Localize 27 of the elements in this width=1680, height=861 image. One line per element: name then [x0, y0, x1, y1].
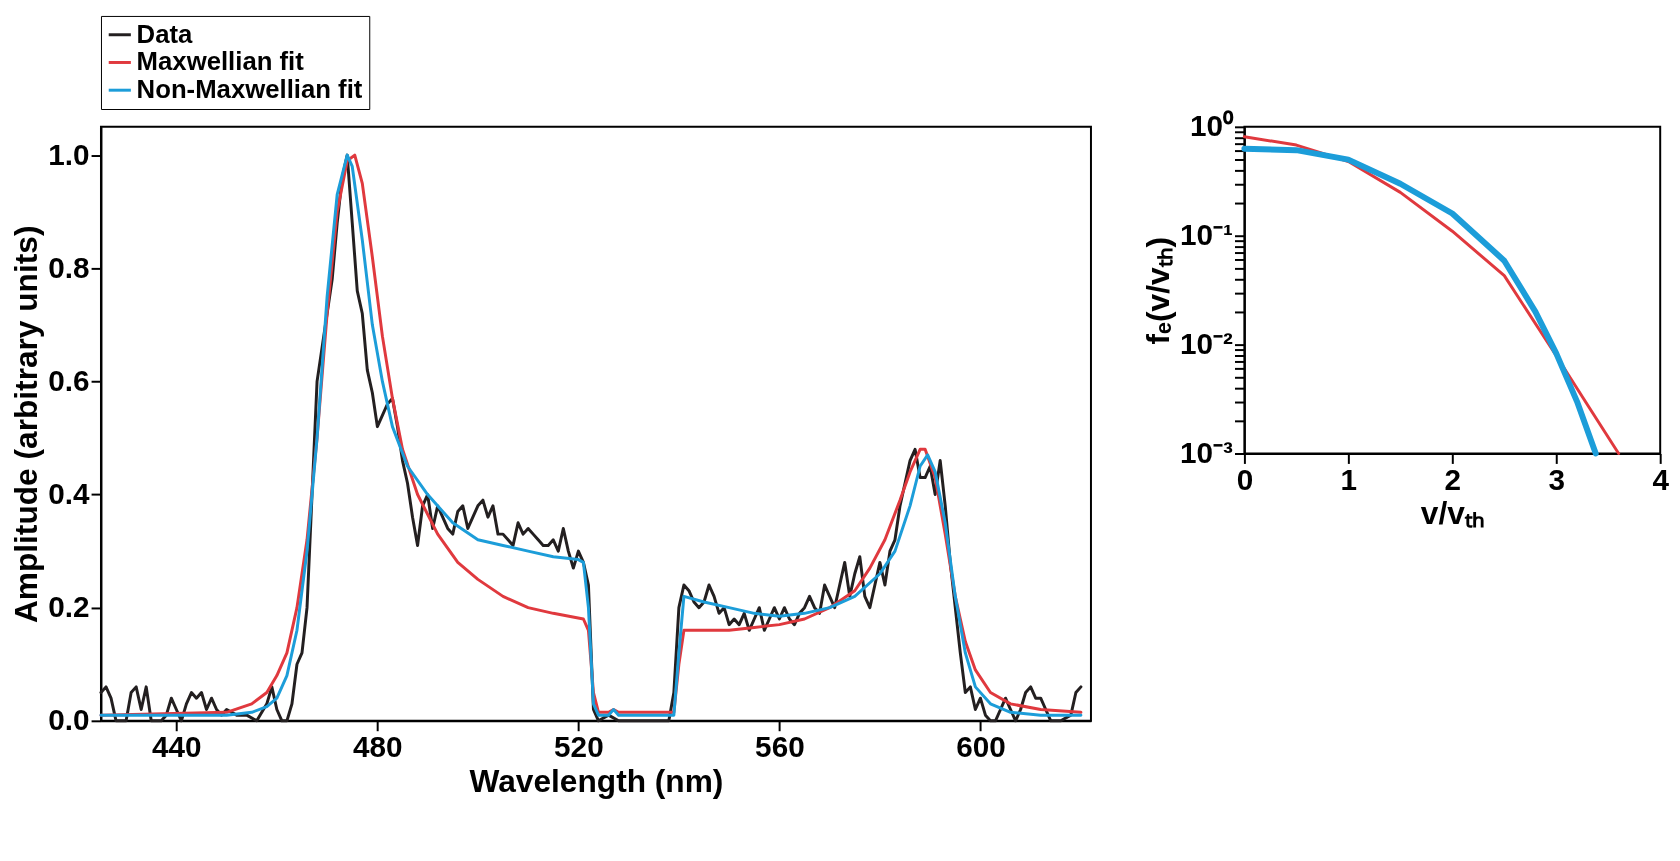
x-tick-label: 560 — [755, 729, 805, 763]
y-tick-label: 10⁻² — [1180, 327, 1234, 361]
x-axis-title: v/vₜₕ — [1420, 495, 1485, 532]
x-tick-label: 520 — [554, 729, 604, 763]
y-tick-label: 0.6 — [48, 363, 90, 397]
x-tick-label: 600 — [956, 729, 1006, 763]
y-tick-label: 10⁻³ — [1180, 435, 1234, 469]
y-tick-label: 10⁻¹ — [1180, 218, 1234, 252]
x-tick-label: 3 — [1548, 462, 1566, 496]
legend-label: Non-Maxwellian fit — [136, 75, 363, 104]
legend-label: Maxwellian fit — [136, 47, 305, 76]
y-axis-title: fₑ(v/vₜₕ) — [1140, 236, 1177, 345]
y-tick-label: 0.8 — [48, 250, 90, 284]
x-tick-label: 480 — [353, 729, 403, 763]
y-tick-label: 10⁰ — [1189, 109, 1235, 143]
x-tick-label: 1 — [1340, 462, 1358, 496]
x-tick-label: 2 — [1444, 462, 1462, 496]
y-tick-label: 0.0 — [48, 703, 90, 737]
x-tick-label: 440 — [152, 729, 202, 763]
y-axis-title: Amplitude (arbitrary units) — [8, 225, 45, 624]
x-tick-label: 0 — [1236, 462, 1254, 496]
x-tick-label: 4 — [1652, 462, 1670, 496]
y-tick-label: 0.4 — [48, 476, 91, 510]
x-axis-title: Wavelength (nm) — [469, 762, 724, 799]
y-tick-label: 1.0 — [48, 137, 90, 171]
legend-label: Data — [136, 19, 194, 48]
y-tick-label: 0.2 — [48, 590, 90, 624]
